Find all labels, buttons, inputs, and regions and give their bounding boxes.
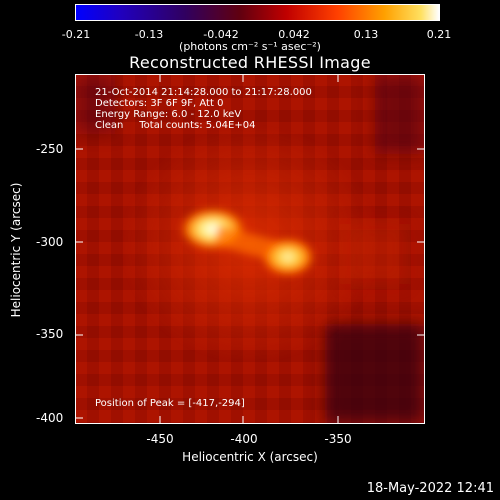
y-tick-label: -350	[36, 327, 64, 341]
x-axis-label: Heliocentric X (arcsec)	[182, 450, 318, 464]
y-tick-label: -250	[36, 142, 64, 156]
colorbar-tick: -0.13	[134, 28, 164, 41]
info-detectors: Detectors: 3F 6F 9F, Att 0	[95, 98, 224, 109]
generation-date: 18-May-2022 12:41	[366, 481, 494, 496]
colorbar-tick: 0.21	[426, 28, 452, 41]
x-tick-label: -450	[146, 432, 174, 446]
info-peak-position: Position of Peak = [-417,-294]	[95, 398, 245, 409]
colorbar	[75, 4, 440, 21]
colorbar-tick: -0.042	[203, 28, 239, 41]
rhessi-image: 21-Oct-2014 21:14:28.000 to 21:17:28.000…	[75, 74, 425, 424]
info-clean-counts: Clean Total counts: 5.04E+04	[95, 120, 256, 131]
x-tick-label: -350	[324, 432, 352, 446]
y-axis-label: Heliocentric Y (arcsec)	[9, 182, 23, 318]
colorbar-tick: 0.042	[278, 28, 310, 41]
colorbar-tick: -0.21	[61, 28, 91, 41]
colorbar-units: (photons cm⁻² s⁻¹ asec⁻²)	[179, 40, 321, 53]
colorbar-tick: 0.13	[353, 28, 379, 41]
info-time-range: 21-Oct-2014 21:14:28.000 to 21:17:28.000	[95, 87, 312, 98]
x-tick-label: -400	[230, 432, 258, 446]
rhessi-image-render	[75, 74, 425, 424]
y-tick-label: -300	[36, 235, 64, 249]
y-tick-label: -400	[36, 411, 64, 425]
info-energy-range: Energy Range: 6.0 - 12.0 keV	[95, 109, 242, 120]
image-title: Reconstructed RHESSI Image	[129, 53, 371, 72]
